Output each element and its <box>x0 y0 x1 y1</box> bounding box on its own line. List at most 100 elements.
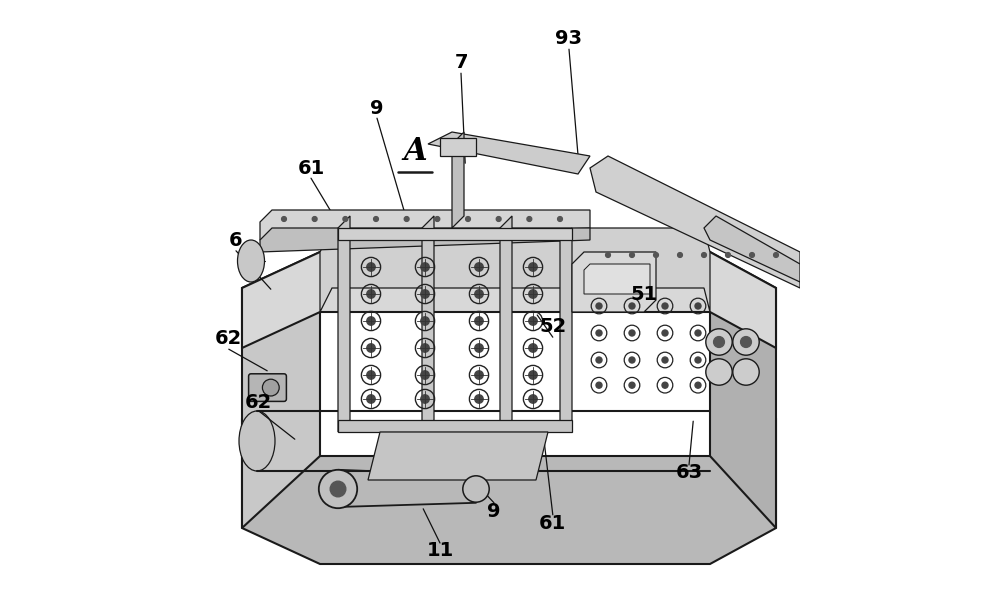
Circle shape <box>475 263 483 271</box>
Circle shape <box>654 253 658 257</box>
Circle shape <box>421 290 429 298</box>
Circle shape <box>421 317 429 325</box>
Circle shape <box>629 303 635 309</box>
Circle shape <box>702 253 706 257</box>
Polygon shape <box>260 210 590 240</box>
Circle shape <box>741 337 751 347</box>
Circle shape <box>733 329 759 355</box>
Circle shape <box>475 317 483 325</box>
Circle shape <box>404 217 409 221</box>
Circle shape <box>662 382 668 388</box>
Circle shape <box>596 303 602 309</box>
Circle shape <box>529 290 537 298</box>
Circle shape <box>367 395 375 403</box>
Text: 61: 61 <box>297 158 325 178</box>
Circle shape <box>367 263 375 271</box>
Polygon shape <box>590 156 800 288</box>
Polygon shape <box>260 228 590 252</box>
Circle shape <box>678 253 682 257</box>
Polygon shape <box>584 264 650 294</box>
Circle shape <box>421 263 429 271</box>
Circle shape <box>695 303 701 309</box>
Circle shape <box>343 217 348 221</box>
Text: 61: 61 <box>539 514 566 533</box>
Circle shape <box>319 470 357 508</box>
Polygon shape <box>572 252 656 312</box>
Circle shape <box>367 344 375 352</box>
Polygon shape <box>242 420 776 564</box>
Text: 7: 7 <box>454 53 468 73</box>
Circle shape <box>629 357 635 363</box>
Circle shape <box>435 217 440 221</box>
Circle shape <box>330 481 346 497</box>
Circle shape <box>475 371 483 379</box>
Circle shape <box>421 371 429 379</box>
Ellipse shape <box>238 240 264 282</box>
Polygon shape <box>320 228 710 312</box>
Circle shape <box>774 253 778 257</box>
Circle shape <box>529 395 537 403</box>
Circle shape <box>629 382 635 388</box>
Circle shape <box>630 253 634 257</box>
Polygon shape <box>428 132 590 174</box>
Circle shape <box>706 359 732 385</box>
Circle shape <box>367 371 375 379</box>
Text: 9: 9 <box>487 502 501 521</box>
Circle shape <box>558 217 562 221</box>
Polygon shape <box>422 216 434 432</box>
Circle shape <box>312 217 317 221</box>
Polygon shape <box>452 132 464 228</box>
Text: 63: 63 <box>675 463 703 482</box>
Ellipse shape <box>239 411 275 471</box>
Circle shape <box>529 344 537 352</box>
Circle shape <box>475 290 483 298</box>
Circle shape <box>662 357 668 363</box>
Circle shape <box>714 337 724 347</box>
Circle shape <box>475 395 483 403</box>
Circle shape <box>496 217 501 221</box>
Polygon shape <box>338 216 350 432</box>
Text: 93: 93 <box>556 29 582 49</box>
Circle shape <box>695 382 701 388</box>
Circle shape <box>596 382 602 388</box>
Circle shape <box>733 359 759 385</box>
Circle shape <box>527 217 532 221</box>
Polygon shape <box>704 216 800 282</box>
Text: 9: 9 <box>370 98 384 118</box>
Circle shape <box>596 357 602 363</box>
Circle shape <box>726 253 730 257</box>
Polygon shape <box>560 228 572 432</box>
Text: 62: 62 <box>245 392 272 412</box>
Circle shape <box>374 217 378 221</box>
Polygon shape <box>710 252 776 528</box>
Polygon shape <box>500 216 512 432</box>
Text: 51: 51 <box>630 284 658 304</box>
Polygon shape <box>242 252 776 348</box>
Circle shape <box>629 330 635 336</box>
Circle shape <box>706 329 732 355</box>
Circle shape <box>695 330 701 336</box>
Circle shape <box>662 303 668 309</box>
Circle shape <box>367 290 375 298</box>
Text: 62: 62 <box>215 329 242 349</box>
Polygon shape <box>338 420 572 432</box>
Polygon shape <box>440 138 476 156</box>
Circle shape <box>367 317 375 325</box>
Circle shape <box>262 379 279 396</box>
Circle shape <box>421 344 429 352</box>
Circle shape <box>421 395 429 403</box>
Polygon shape <box>368 432 548 480</box>
Circle shape <box>463 476 489 502</box>
FancyBboxPatch shape <box>249 374 286 401</box>
Circle shape <box>606 253 610 257</box>
Text: 52: 52 <box>539 317 566 337</box>
Polygon shape <box>242 252 320 528</box>
Circle shape <box>529 371 537 379</box>
Circle shape <box>529 317 537 325</box>
Text: 11: 11 <box>426 541 454 560</box>
Circle shape <box>282 217 286 221</box>
Circle shape <box>596 330 602 336</box>
Circle shape <box>662 330 668 336</box>
Circle shape <box>750 253 754 257</box>
Text: 6: 6 <box>229 230 243 250</box>
